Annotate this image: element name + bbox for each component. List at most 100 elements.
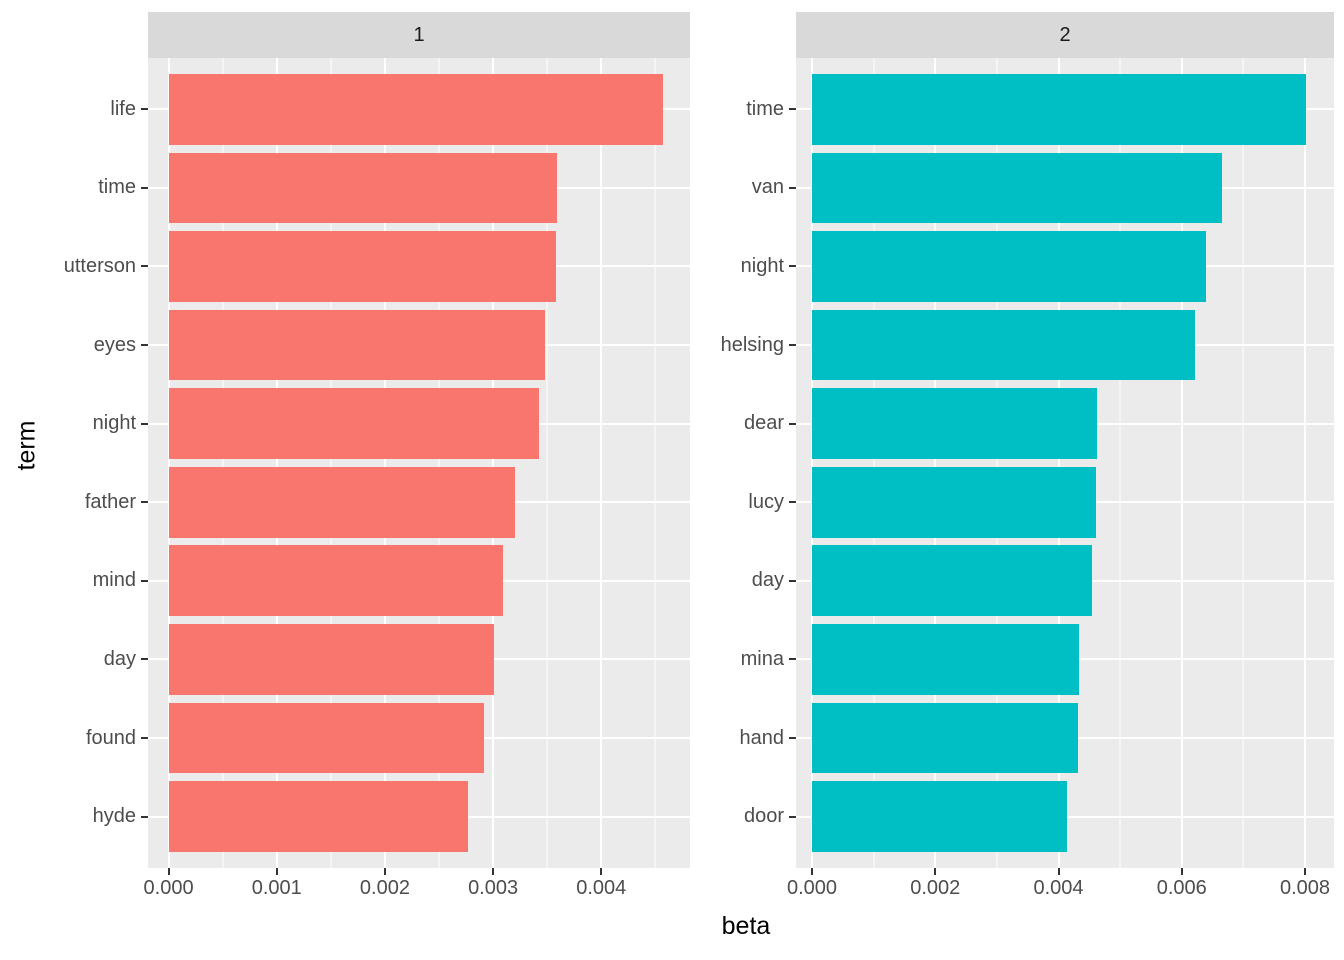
y-axis-label-row: night: [690, 227, 796, 306]
y-tick-mark: [141, 815, 148, 818]
bar-lucy: [812, 466, 1097, 538]
y-tick-mark: [789, 501, 796, 504]
bar-hand: [812, 702, 1079, 774]
major-gridline: [1304, 58, 1307, 868]
major-gridline: [1057, 58, 1060, 868]
x-tick-label-0.006: 0.006: [1156, 877, 1207, 899]
bar-row-van: [796, 149, 1334, 228]
facet-panel-1: 1 life time utterson eyes night father mind day f…: [42, 12, 690, 902]
major-gridline: [492, 58, 495, 868]
bar-utterson: [168, 231, 556, 302]
y-axis-label-row: mind: [42, 542, 148, 621]
bars-area: [796, 70, 1334, 856]
x-tick-mark: [600, 868, 603, 875]
minor-gridline: [1242, 58, 1244, 868]
y-tick-label-night: night: [92, 412, 136, 435]
minor-gridline: [546, 58, 548, 868]
major-gridline: [1180, 58, 1183, 868]
minor-gridline: [996, 58, 998, 868]
y-tick-label-found: found: [85, 726, 136, 749]
y-tick-label-time: time: [98, 176, 136, 199]
bar-row-mina: [796, 620, 1334, 699]
y-axis-label-row: time: [690, 70, 796, 149]
facet-strip-2: 2: [796, 12, 1334, 58]
bar-row-night: [796, 227, 1334, 306]
bars-area: [148, 70, 690, 856]
minor-gridline: [1119, 58, 1121, 868]
minor-gridline: [330, 58, 332, 868]
y-axis-label-row: hand: [690, 699, 796, 778]
facet-strip-label: 1: [413, 23, 425, 46]
bar-row-day: [796, 542, 1334, 621]
bar-row-dear: [796, 384, 1334, 463]
y-axis-label-row: time: [42, 149, 148, 228]
y-tick-label-night: night: [740, 254, 784, 277]
y-tick-mark: [789, 186, 796, 189]
y-axis-label-row: father: [42, 463, 148, 542]
minor-gridline: [222, 58, 224, 868]
bar-time: [812, 73, 1307, 145]
bar-time: [168, 152, 557, 224]
y-tick-label-life: life: [110, 97, 136, 120]
y-tick-mark: [789, 422, 796, 425]
bar-day: [168, 624, 495, 695]
y-tick-mark: [141, 344, 148, 347]
y-tick-mark: [789, 815, 796, 818]
bar-row-hyde: [148, 777, 690, 856]
y-tick-mark: [789, 737, 796, 740]
major-gridline: [600, 58, 603, 868]
y-tick-label-utterson: utterson: [63, 254, 136, 277]
y-tick-mark: [141, 265, 148, 268]
y-tick-mark: [141, 186, 148, 189]
x-axis-2: 0.000 0.002 0.004 0.006 0.008: [787, 868, 1334, 902]
plot-panel-1: [148, 58, 690, 868]
y-axis-title: term: [12, 420, 41, 470]
x-tick-label-0.008: 0.008: [1280, 877, 1331, 899]
y-tick-mark: [141, 579, 148, 582]
x-tick-label-0.004: 0.004: [1033, 877, 1084, 899]
y-tick-mark: [141, 108, 148, 111]
y-tick-mark: [789, 344, 796, 347]
major-gridline: [275, 58, 278, 868]
bar-row-utterson: [148, 227, 690, 306]
y-tick-label-day: day: [751, 569, 784, 592]
facet-strip-label: 2: [1059, 23, 1071, 46]
major-gridline: [167, 58, 170, 868]
y-tick-label-van: van: [751, 176, 784, 199]
y-axis-label-row: mina: [690, 620, 796, 699]
x-tick-mark: [1180, 868, 1183, 875]
y-tick-label-time: time: [746, 97, 784, 120]
x-axis-1: 0.000 0.001 0.002 0.003 0.004: [144, 868, 690, 902]
minor-gridline: [873, 58, 875, 868]
bar-night: [168, 388, 539, 460]
x-axis-title: beta: [721, 912, 771, 940]
y-tick-mark: [789, 658, 796, 661]
bar-row-found: [148, 699, 690, 778]
y-tick-label-lucy: lucy: [748, 490, 784, 513]
y-tick-mark: [141, 422, 148, 425]
facet-panel-2: 2 time van night helsing dear lucy day mina hand d…: [690, 12, 1334, 902]
bar-row-mind: [148, 542, 690, 621]
y-axis-label-row: eyes: [42, 306, 148, 385]
major-gridline: [383, 58, 386, 868]
y-axis-label-row: door: [690, 777, 796, 856]
y-tick-label-hand: hand: [739, 726, 785, 749]
major-gridline: [811, 58, 814, 868]
bar-row-father: [148, 463, 690, 542]
bar-hyde: [168, 781, 469, 853]
y-axis-label-row: hyde: [42, 777, 148, 856]
x-tick-label-0.003: 0.003: [468, 877, 519, 899]
bar-row-lucy: [796, 463, 1334, 542]
y-axis-label-row: life: [42, 70, 148, 149]
bar-row-time: [148, 149, 690, 228]
bar-door: [812, 781, 1067, 853]
bar-father: [168, 466, 515, 538]
major-gridline: [934, 58, 937, 868]
y-tick-mark: [789, 108, 796, 111]
x-tick-label-0.000: 0.000: [786, 877, 838, 899]
bar-life: [168, 73, 663, 145]
y-axis-label-row: lucy: [690, 463, 796, 542]
bar-mind: [168, 545, 503, 617]
x-tick-label-0.004: 0.004: [576, 877, 627, 899]
bar-eyes: [168, 309, 546, 381]
